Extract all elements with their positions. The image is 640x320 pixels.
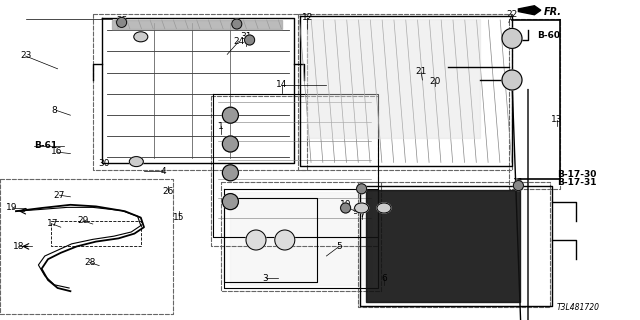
Text: 12: 12	[301, 13, 313, 22]
Polygon shape	[112, 20, 282, 29]
Text: B-17-30: B-17-30	[557, 170, 596, 179]
Text: 8: 8	[52, 106, 57, 115]
Text: 18: 18	[13, 242, 25, 251]
Text: 27: 27	[54, 191, 65, 200]
Text: 19: 19	[6, 204, 17, 212]
Text: 25: 25	[116, 16, 127, 25]
Text: 7: 7	[359, 210, 364, 219]
Circle shape	[116, 17, 127, 28]
Text: 29: 29	[77, 216, 89, 225]
Text: 5: 5	[337, 242, 342, 251]
Polygon shape	[366, 190, 520, 302]
Polygon shape	[307, 19, 480, 138]
Text: FR.: FR.	[544, 7, 562, 17]
Polygon shape	[230, 192, 371, 285]
Text: 6: 6	[381, 274, 387, 283]
Circle shape	[502, 70, 522, 90]
Ellipse shape	[129, 156, 143, 167]
Text: 30: 30	[99, 159, 110, 168]
Text: B-17-31: B-17-31	[557, 178, 596, 187]
Polygon shape	[518, 6, 541, 15]
Circle shape	[223, 136, 238, 152]
Text: 22: 22	[506, 10, 518, 19]
Circle shape	[356, 184, 367, 194]
Text: 20: 20	[429, 77, 441, 86]
Text: 26: 26	[163, 188, 174, 196]
Text: 3: 3	[263, 274, 268, 283]
Circle shape	[340, 203, 351, 213]
Text: 1: 1	[218, 122, 223, 131]
Text: 14: 14	[276, 80, 287, 89]
Circle shape	[223, 165, 238, 181]
Text: 2: 2	[228, 170, 233, 179]
Text: 31: 31	[241, 32, 252, 41]
Text: 28: 28	[84, 258, 95, 267]
Circle shape	[244, 35, 255, 45]
Circle shape	[232, 19, 242, 29]
Text: 21: 21	[415, 68, 427, 76]
Text: B-61: B-61	[34, 141, 57, 150]
Text: 13: 13	[551, 116, 563, 124]
Text: 10: 10	[340, 200, 351, 209]
Text: 17: 17	[47, 220, 58, 228]
Text: T3L481720: T3L481720	[557, 303, 600, 312]
Text: B-60: B-60	[538, 31, 561, 40]
Circle shape	[275, 230, 295, 250]
Text: 16: 16	[51, 148, 62, 156]
Circle shape	[223, 107, 238, 123]
Text: 11: 11	[513, 178, 524, 187]
Text: 4: 4	[161, 167, 166, 176]
Text: 9: 9	[353, 207, 358, 216]
Ellipse shape	[355, 203, 369, 213]
Ellipse shape	[134, 32, 148, 42]
Text: 15: 15	[173, 213, 185, 222]
Circle shape	[223, 194, 238, 210]
Ellipse shape	[377, 203, 391, 213]
Text: 24: 24	[233, 37, 244, 46]
Circle shape	[246, 230, 266, 250]
Circle shape	[502, 28, 522, 48]
Circle shape	[513, 180, 524, 191]
Text: 23: 23	[20, 52, 31, 60]
